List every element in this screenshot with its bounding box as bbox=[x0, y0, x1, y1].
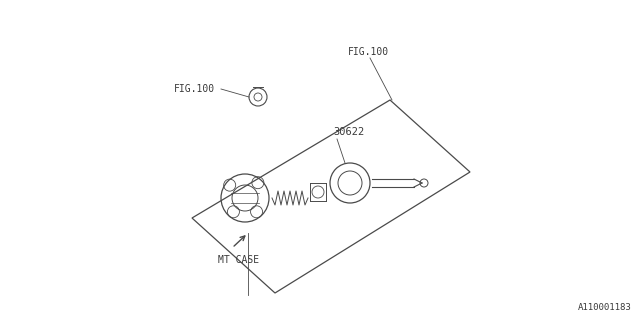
Text: 30622: 30622 bbox=[333, 127, 364, 137]
Text: A110001183: A110001183 bbox=[579, 303, 632, 312]
Text: MT CASE: MT CASE bbox=[218, 255, 259, 265]
Text: FIG.100: FIG.100 bbox=[174, 84, 215, 94]
Text: FIG.100: FIG.100 bbox=[348, 47, 389, 57]
